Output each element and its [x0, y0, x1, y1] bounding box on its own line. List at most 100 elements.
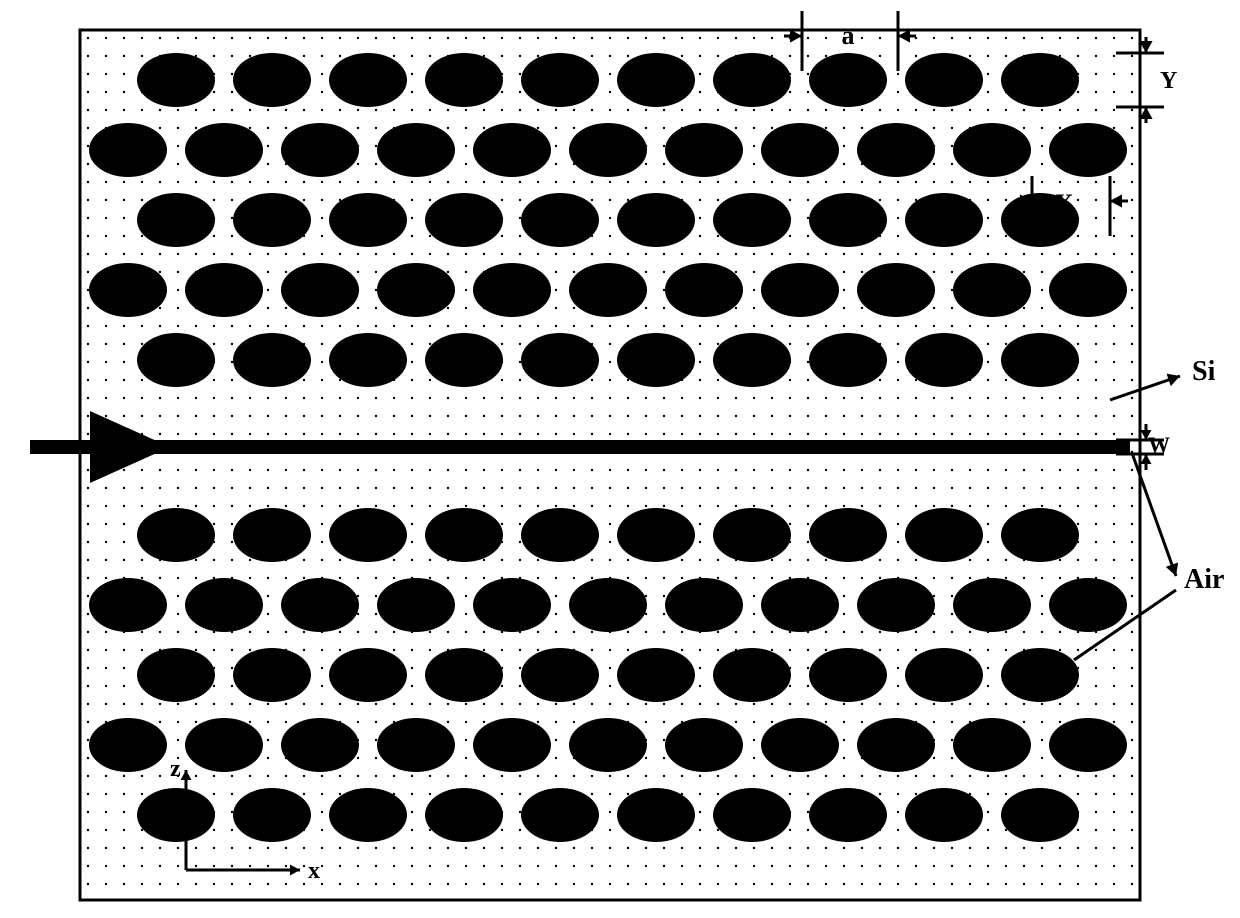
air-hole — [521, 53, 599, 107]
air-hole — [185, 718, 263, 772]
air-hole — [377, 263, 455, 317]
air-hole — [1049, 123, 1127, 177]
air-hole — [953, 123, 1031, 177]
air-hole — [521, 788, 599, 842]
air-hole — [89, 123, 167, 177]
air-hole — [905, 648, 983, 702]
air-hole — [1049, 718, 1127, 772]
air-hole — [569, 123, 647, 177]
air-hole — [233, 648, 311, 702]
air-hole — [329, 193, 407, 247]
air-hole — [665, 263, 743, 317]
air-hole — [1001, 53, 1079, 107]
air-hole — [521, 648, 599, 702]
air-hole — [809, 788, 887, 842]
air-hole — [137, 193, 215, 247]
dim-W-label: W — [1148, 432, 1170, 457]
air-hole — [425, 648, 503, 702]
air-hole — [809, 53, 887, 107]
air-hole — [281, 718, 359, 772]
air-hole — [905, 788, 983, 842]
air-hole — [905, 193, 983, 247]
air-hole — [185, 578, 263, 632]
air-hole — [617, 193, 695, 247]
air-hole — [137, 648, 215, 702]
air-hole — [137, 788, 215, 842]
air-hole — [1001, 648, 1079, 702]
air-hole — [425, 333, 503, 387]
dim-a-label: a — [842, 21, 855, 50]
air-hole — [1001, 333, 1079, 387]
air-hole — [329, 53, 407, 107]
air-hole — [713, 333, 791, 387]
air-hole — [617, 648, 695, 702]
air-hole — [617, 333, 695, 387]
air-hole — [329, 508, 407, 562]
air-hole — [953, 263, 1031, 317]
air-hole — [521, 333, 599, 387]
air-hole — [713, 53, 791, 107]
air-hole — [569, 578, 647, 632]
air-hole — [1049, 263, 1127, 317]
figure-svg: a Y X W Si Air x z — [0, 0, 1240, 918]
air-hole — [473, 123, 551, 177]
air-hole — [89, 578, 167, 632]
air-hole — [1049, 578, 1127, 632]
label-air-text: Air — [1184, 564, 1224, 595]
air-hole — [761, 123, 839, 177]
air-hole — [665, 578, 743, 632]
air-hole — [617, 53, 695, 107]
air-hole — [425, 193, 503, 247]
air-hole — [281, 263, 359, 317]
air-hole — [809, 193, 887, 247]
dim-Y: Y — [1116, 37, 1177, 123]
air-hole — [761, 263, 839, 317]
waveguide-channel — [30, 411, 1130, 483]
dim-X-label: X — [1055, 189, 1074, 218]
label-si-text: Si — [1192, 356, 1216, 387]
air-hole — [137, 53, 215, 107]
air-hole — [329, 333, 407, 387]
air-hole — [857, 263, 935, 317]
air-hole — [473, 578, 551, 632]
air-hole — [233, 788, 311, 842]
air-hole — [329, 788, 407, 842]
air-hole — [857, 578, 935, 632]
axis-x-label: x — [308, 858, 320, 884]
air-hole — [233, 333, 311, 387]
air-hole — [377, 578, 455, 632]
air-hole — [1001, 508, 1079, 562]
air-hole — [953, 718, 1031, 772]
air-hole — [713, 648, 791, 702]
air-hole — [377, 718, 455, 772]
air-hole — [377, 123, 455, 177]
air-hole — [185, 263, 263, 317]
air-hole — [713, 193, 791, 247]
air-hole — [665, 123, 743, 177]
air-hole — [89, 263, 167, 317]
axis-z-label: z — [170, 756, 181, 782]
air-hole — [665, 718, 743, 772]
figure-stage: a Y X W Si Air x z — [0, 0, 1240, 918]
air-hole — [233, 53, 311, 107]
air-hole — [857, 718, 935, 772]
air-hole — [761, 718, 839, 772]
air-hole — [425, 508, 503, 562]
air-hole — [473, 718, 551, 772]
air-hole — [809, 333, 887, 387]
air-hole — [617, 788, 695, 842]
air-hole — [857, 123, 935, 177]
air-hole — [233, 508, 311, 562]
air-hole — [521, 193, 599, 247]
air-hole — [1001, 788, 1079, 842]
air-hole — [713, 508, 791, 562]
air-hole — [809, 648, 887, 702]
air-hole — [473, 263, 551, 317]
air-hole — [569, 718, 647, 772]
air-hole — [281, 123, 359, 177]
air-hole — [905, 508, 983, 562]
air-hole — [89, 718, 167, 772]
air-hole — [425, 788, 503, 842]
air-hole — [809, 508, 887, 562]
air-hole — [329, 648, 407, 702]
